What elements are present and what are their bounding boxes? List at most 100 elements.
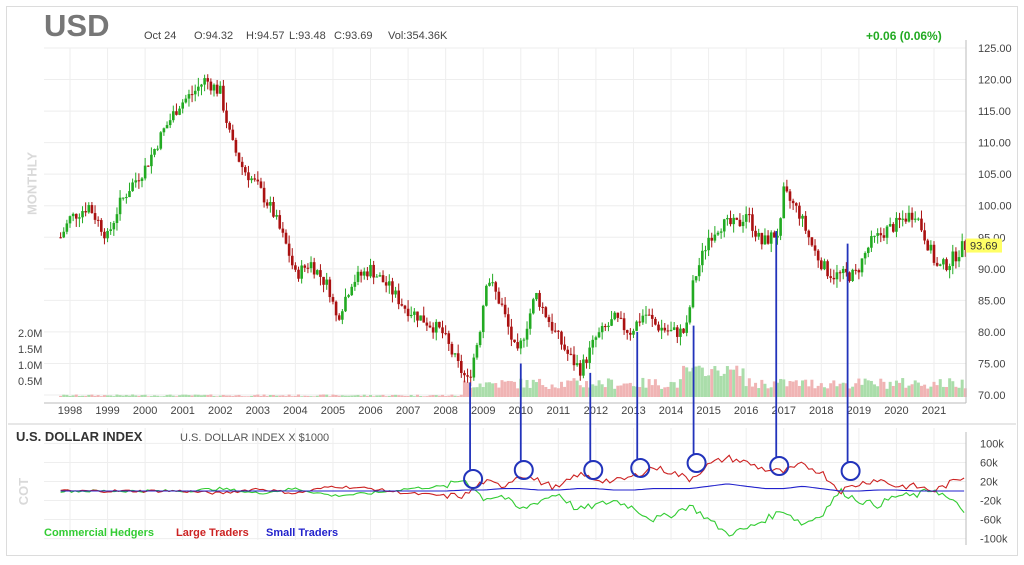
candle-body [663,327,667,331]
volume-bar [572,378,576,397]
legend-commercial: Commercial Hedgers [44,527,155,539]
volume-bar [503,381,507,397]
volume-bar [559,381,563,397]
candle-body [920,218,923,231]
candle-body [306,267,310,269]
y-tick-label: 125.00 [978,43,1012,55]
candle-body [647,314,651,316]
volume-bar [901,378,905,397]
candle-body [87,205,91,213]
volume-bar [434,395,438,397]
x-tick-label: 2020 [884,405,908,417]
volume-bar [206,394,210,397]
candle-body [938,264,942,266]
volume-bar [822,387,826,397]
candle-body [816,250,820,261]
candle-body [566,349,570,354]
candle-body [103,231,106,239]
candle-body [713,234,717,241]
volume-bar [563,386,567,397]
candle-body [841,268,845,274]
annotation-circle [583,460,604,480]
candle-body [334,301,338,316]
candle-body [356,271,360,282]
volume-bar [378,395,382,397]
candle-body [131,182,134,192]
volume-bar [221,394,225,397]
volume-bar [538,378,542,397]
volume-bar [350,395,354,397]
volume-bar [847,388,851,397]
candle-body [450,343,454,355]
volume-bar [650,385,654,397]
volume-bar [353,395,357,397]
volume-bar [406,395,410,397]
candle-body [591,339,595,348]
candle-body [773,232,776,238]
candle-body [409,314,413,317]
candle-body [876,233,879,236]
candle-body [206,78,210,82]
candle-body [125,197,128,199]
volume-bar [829,383,833,397]
candle-body [106,230,109,239]
volume-bar [256,394,260,397]
volume-bar [168,394,172,397]
candle-body [500,303,504,305]
candle-body [391,281,394,295]
volume-bar [359,395,363,397]
x-tick-label: 2006 [358,405,382,417]
volume-bar [68,395,72,397]
volume-bar [735,365,739,397]
candle-body [209,81,213,91]
volume-bar [472,387,476,397]
candle-body [782,186,786,219]
candle-body [153,149,156,155]
volume-bar [916,382,920,397]
volume-bar [732,369,736,397]
volume-bar [159,396,163,397]
volume-bar [904,387,908,397]
volume-bar [960,379,964,397]
candle-body [710,237,714,241]
volume-bar [951,381,955,397]
candle-body [644,314,648,316]
volume-bar [491,383,495,397]
volume-bar [682,365,686,397]
volume-bar [647,379,651,397]
close-value: C:93.69 [334,30,373,42]
candle-body [848,272,851,282]
candle-body [838,272,842,274]
volume-bar [437,395,441,397]
volume-bar [898,382,902,397]
x-tick-label: 2012 [584,405,608,417]
volume-tick-label: 0.5M [18,376,42,388]
candle-body [400,304,404,306]
x-tick-label: 1998 [58,405,82,417]
volume-bar [625,383,629,397]
volume-bar [644,387,648,397]
volume-bar [328,396,332,397]
volume-bar [725,366,729,397]
candle-body [193,90,197,95]
annotation-circle [840,461,861,481]
candle-body [319,270,322,277]
volume-bar [616,385,620,397]
candle-body [801,215,804,219]
bar-date: Oct 24 [144,30,177,42]
volume-bar [744,386,748,397]
candle-body [259,181,263,188]
candle-body [187,94,191,99]
candle-body [578,363,582,376]
volume-bar [447,395,451,397]
volume-bar [494,383,498,397]
candle-body [751,214,754,231]
volume-bar [569,380,573,397]
volume-bar [694,366,698,397]
candle-body [760,232,764,245]
volume-bar [275,395,279,397]
candle-body [560,331,563,345]
candle-body [528,313,532,329]
volume-bar [866,380,870,397]
volume-bar [882,381,886,397]
